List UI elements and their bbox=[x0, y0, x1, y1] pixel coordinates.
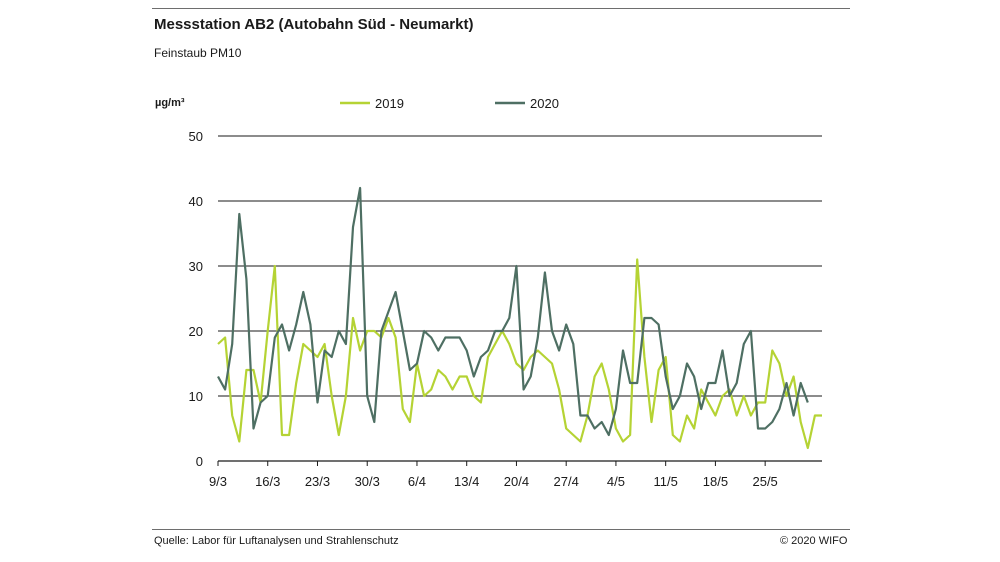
x-tick-label: 6/4 bbox=[408, 474, 426, 489]
y-tick-label: 20 bbox=[189, 324, 203, 339]
x-tick-label: 18/5 bbox=[703, 474, 728, 489]
x-tick-label: 9/3 bbox=[209, 474, 227, 489]
x-tick-label: 11/5 bbox=[653, 474, 677, 489]
chart-subtitle: Feinstaub PM10 bbox=[154, 46, 242, 60]
y-axis-tick-labels: 0 10 20 30 40 50 bbox=[189, 129, 203, 469]
x-tick-label: 16/3 bbox=[255, 474, 280, 489]
legend-label-2019: 2019 bbox=[375, 96, 404, 111]
x-tick-label: 25/5 bbox=[752, 474, 777, 489]
y-axis-label: µg/m³ bbox=[155, 97, 185, 109]
legend: 2019 2020 bbox=[340, 96, 559, 111]
series-line-2019 bbox=[217, 258, 822, 450]
y-tick-label: 40 bbox=[189, 194, 203, 209]
x-tick-label: 27/4 bbox=[554, 474, 579, 489]
x-tick-label: 4/5 bbox=[607, 474, 625, 489]
series-line-2020 bbox=[217, 186, 809, 437]
grid-lines bbox=[218, 135, 822, 462]
y-tick-label: 0 bbox=[196, 454, 203, 469]
y-tick-label: 50 bbox=[189, 129, 203, 144]
x-tick-label: 20/4 bbox=[504, 474, 529, 489]
copyright-note: © 2020 WIFO bbox=[780, 535, 848, 547]
x-axis-tick-labels: 9/3 16/3 23/3 30/3 6/4 13/4 20/4 27/4 4/5 11/5 18/… bbox=[209, 461, 778, 489]
source-note: Quelle: Labor für Luftanalysen und Strah… bbox=[154, 535, 399, 547]
x-tick-label: 13/4 bbox=[454, 474, 479, 489]
bottom-rule bbox=[152, 529, 850, 530]
y-tick-label: 10 bbox=[189, 389, 203, 404]
y-tick-label: 30 bbox=[189, 259, 203, 274]
legend-label-2020: 2020 bbox=[530, 96, 559, 111]
series-lines bbox=[217, 186, 822, 450]
x-tick-label: 30/3 bbox=[355, 474, 380, 489]
x-tick-label: 23/3 bbox=[305, 474, 330, 489]
chart-title: Messstation AB2 (Autobahn Süd - Neumarkt… bbox=[154, 16, 474, 33]
top-rule bbox=[152, 8, 850, 9]
